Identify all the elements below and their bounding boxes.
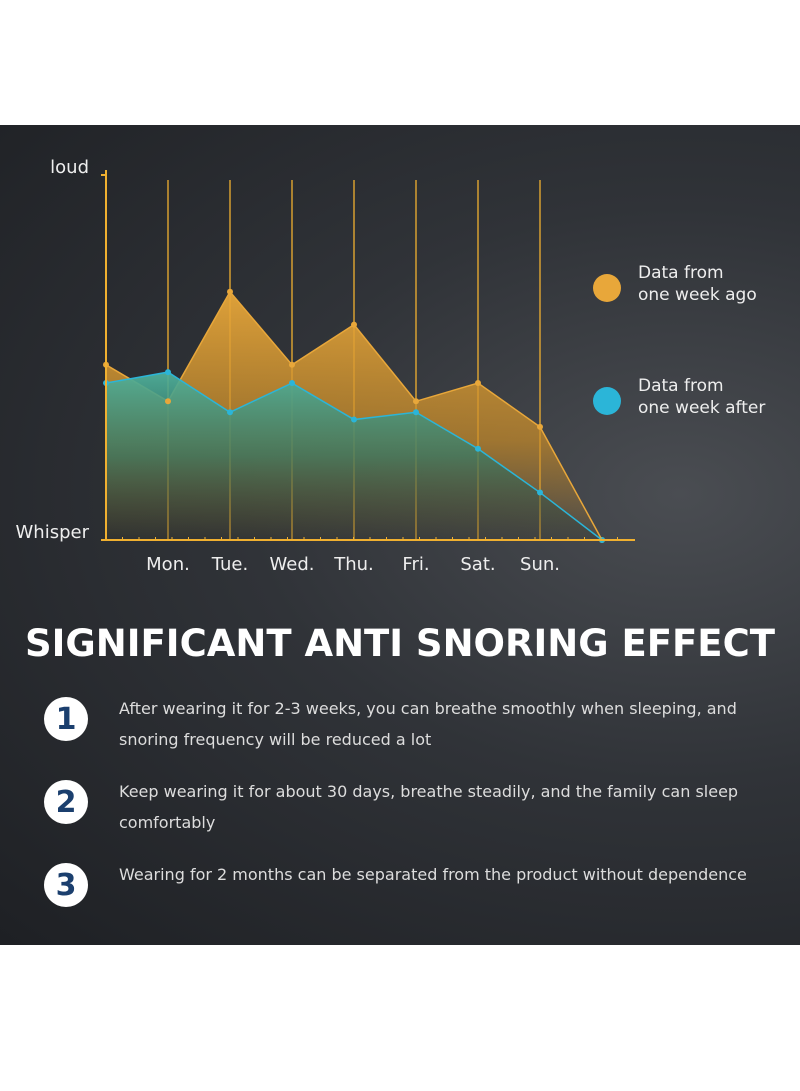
y-tick-label: Whisper [16, 522, 90, 543]
x-tick-label: Fri. [402, 554, 429, 575]
point [475, 445, 481, 452]
legend-swatch [593, 387, 621, 415]
step-item: 1 After wearing it for 2-3 weeks, you can… [44, 693, 749, 755]
x-tick-label: Mon. [146, 554, 190, 575]
x-tick-label: Sun. [520, 554, 560, 575]
step-number: 3 [44, 863, 88, 907]
legend-item: Data from one week after [593, 375, 765, 419]
step-number: 2 [44, 780, 88, 824]
point [227, 288, 233, 295]
point [413, 409, 419, 416]
point [351, 416, 357, 423]
step-text: After wearing it for 2-3 weeks, you can … [119, 699, 737, 749]
legend-swatch [593, 274, 621, 302]
step-text: Keep wearing it for about 30 days, breat… [119, 782, 739, 832]
legend-label: Data from one week after [638, 376, 766, 418]
legend-label: Data from one week ago [638, 263, 757, 305]
step-number: 1 [44, 697, 88, 741]
step-item: 2 Keep wearing it for about 30 days, brea… [44, 776, 749, 838]
point [165, 369, 171, 376]
x-tick-label: Tue. [211, 554, 248, 575]
point [289, 361, 295, 368]
point [351, 321, 357, 328]
point [289, 380, 295, 387]
x-tick-label: Wed. [270, 554, 315, 575]
legend-item: Data from one week ago [593, 262, 757, 306]
point [537, 489, 543, 496]
point [227, 409, 233, 416]
step-item: 3 Wearing for 2 months can be separated f… [44, 859, 749, 907]
heading: SIGNIFICANT ANTI SNORING EFFECT [25, 622, 775, 665]
point [165, 398, 171, 405]
point [475, 380, 481, 387]
x-tick-label: Sat. [460, 554, 495, 575]
point [537, 423, 543, 430]
point [413, 398, 419, 405]
x-tick-label: Thu. [333, 554, 374, 575]
y-tick-label: loud [50, 157, 89, 178]
step-text: Wearing for 2 months can be separated fr… [119, 865, 747, 884]
